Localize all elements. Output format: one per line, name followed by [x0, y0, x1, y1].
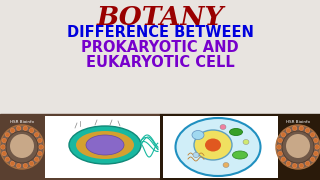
Text: BOTANY: BOTANY [96, 5, 224, 30]
Circle shape [292, 163, 297, 168]
Circle shape [282, 131, 314, 163]
Circle shape [276, 125, 320, 169]
Ellipse shape [243, 140, 249, 145]
Ellipse shape [205, 138, 221, 152]
Text: EUKARYOTIC CELL: EUKARYOTIC CELL [86, 55, 234, 70]
Circle shape [5, 133, 10, 137]
Ellipse shape [194, 130, 232, 160]
Circle shape [0, 125, 44, 169]
Circle shape [1, 145, 5, 149]
Circle shape [10, 128, 15, 133]
Text: HSR Bioinfo: HSR Bioinfo [10, 120, 34, 124]
Circle shape [29, 128, 34, 133]
Circle shape [314, 138, 318, 143]
Circle shape [10, 134, 34, 158]
Circle shape [286, 128, 291, 133]
Bar [163, 116, 278, 178]
Bar [160, 114, 320, 180]
Circle shape [278, 138, 282, 143]
Circle shape [23, 126, 28, 130]
Circle shape [315, 145, 319, 149]
Ellipse shape [233, 151, 247, 159]
Circle shape [278, 151, 282, 156]
Circle shape [277, 145, 281, 149]
Ellipse shape [86, 135, 124, 155]
Bar [0, 0, 320, 114]
Circle shape [39, 145, 43, 149]
Circle shape [6, 131, 38, 163]
Circle shape [17, 163, 21, 168]
Circle shape [5, 157, 10, 161]
Circle shape [10, 161, 15, 166]
Circle shape [34, 157, 39, 161]
Circle shape [305, 128, 310, 133]
Ellipse shape [192, 130, 204, 140]
Ellipse shape [76, 131, 134, 159]
Circle shape [2, 138, 6, 143]
Text: PROKARYOTIC AND: PROKARYOTIC AND [81, 40, 239, 55]
Circle shape [281, 133, 286, 137]
Bar [45, 116, 160, 178]
Circle shape [23, 163, 28, 168]
Ellipse shape [223, 163, 229, 168]
Circle shape [29, 161, 34, 166]
Circle shape [34, 133, 39, 137]
Circle shape [281, 157, 286, 161]
Circle shape [314, 151, 318, 156]
Circle shape [310, 157, 315, 161]
Circle shape [2, 151, 6, 156]
Ellipse shape [193, 152, 199, 158]
Ellipse shape [69, 126, 141, 164]
Circle shape [38, 138, 42, 143]
Text: HSR Bioinfo: HSR Bioinfo [286, 120, 310, 124]
Ellipse shape [175, 118, 260, 176]
Ellipse shape [229, 129, 243, 136]
Circle shape [286, 134, 310, 158]
Text: DIFFERENCE BETWEEN: DIFFERENCE BETWEEN [67, 25, 253, 40]
Circle shape [292, 126, 297, 130]
Circle shape [305, 161, 310, 166]
Bar [0, 114, 160, 180]
Circle shape [310, 133, 315, 137]
Ellipse shape [220, 125, 226, 129]
Circle shape [299, 126, 303, 130]
Circle shape [17, 126, 21, 130]
Circle shape [38, 151, 42, 156]
Circle shape [286, 161, 291, 166]
Circle shape [299, 163, 303, 168]
